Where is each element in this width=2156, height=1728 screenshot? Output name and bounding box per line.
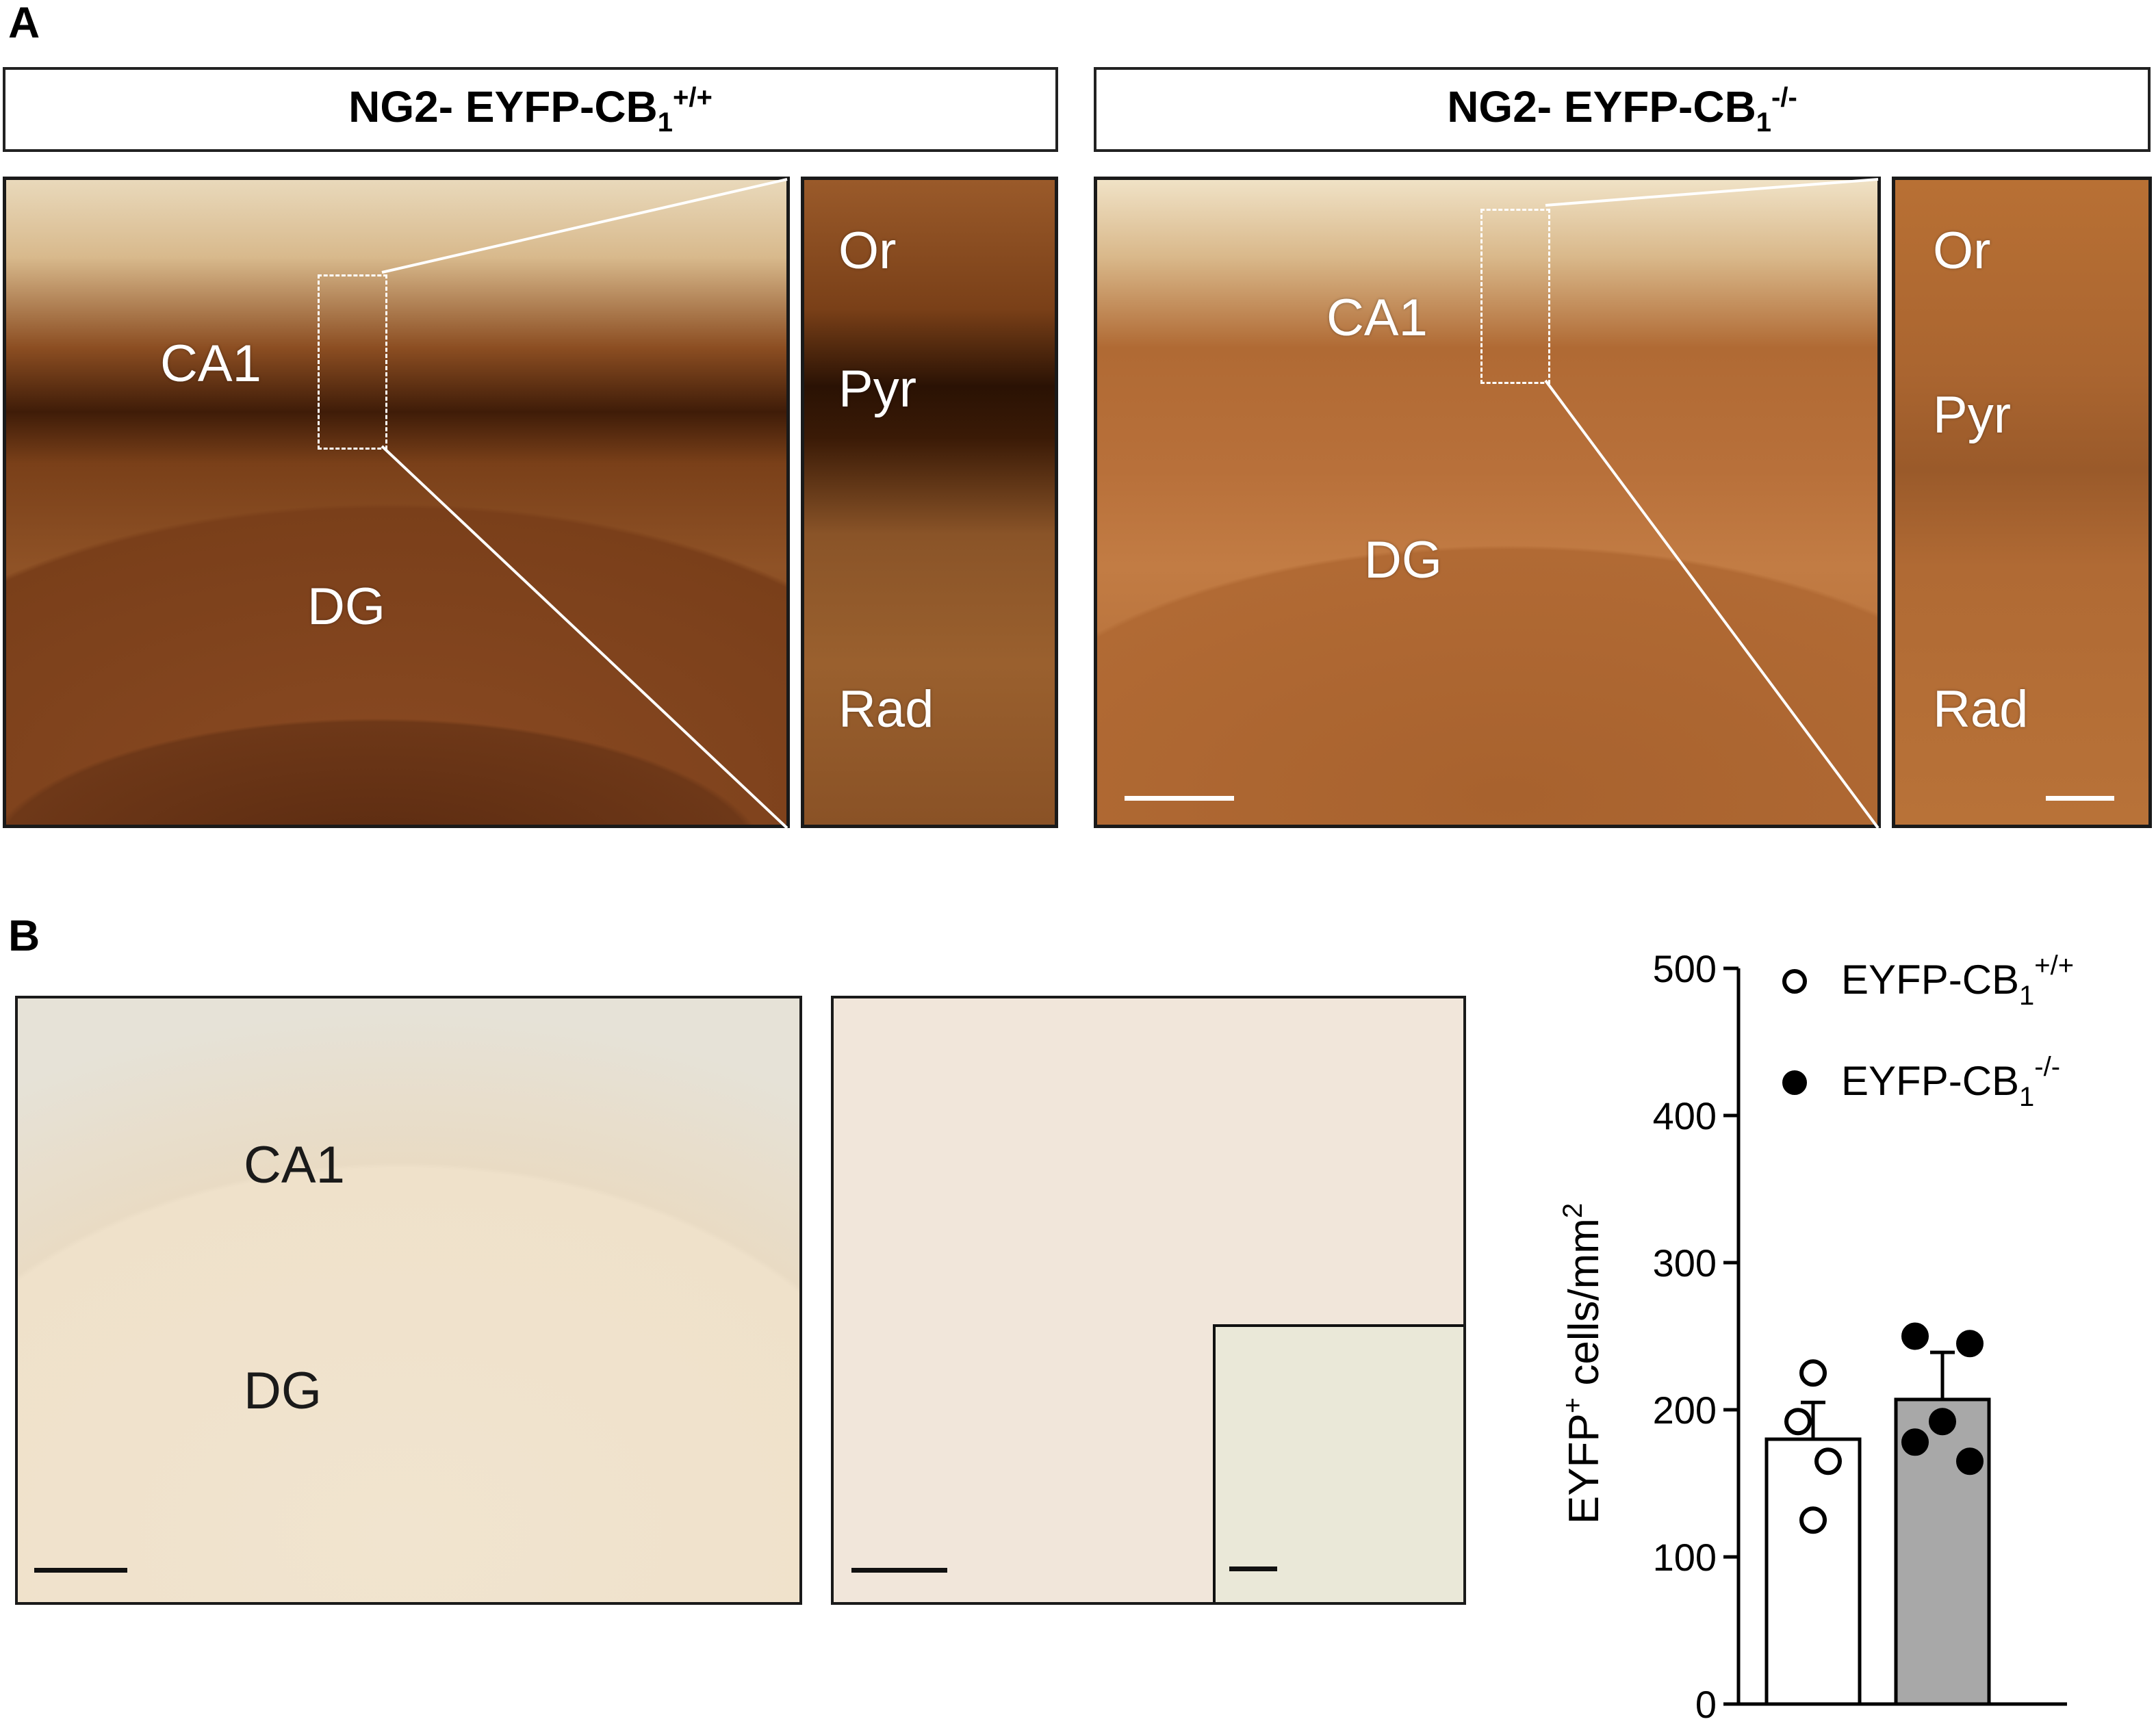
- a-wt-zoom-image: Or Pyr Rad: [801, 177, 1058, 828]
- legend-label: EYFP-CB1+/+: [1841, 951, 2074, 1011]
- data-point: [1784, 1408, 1812, 1436]
- label-ca1: CA1: [160, 335, 261, 393]
- y-tick-label: 0: [1695, 1683, 1717, 1726]
- right-title-text: NG2- EYFP-CB1-/-: [1447, 81, 1797, 138]
- cell-density-chart: 0 100 200 300 400 500 EYFP+ cells/mm2 EYFP-CB1…: [1558, 947, 2074, 1726]
- panel-a-letter: A: [8, 0, 40, 47]
- b-inset-image: [1213, 1324, 1463, 1602]
- data-point: [1929, 1408, 1956, 1436]
- left-title-text: NG2- EYFP-CB1+/+: [348, 81, 713, 138]
- data-point: [1814, 1447, 1842, 1475]
- scale-bar: [1125, 796, 1234, 801]
- y-tick-label: 300: [1653, 1241, 1717, 1285]
- label-rad-ko: Rad: [1933, 680, 2029, 738]
- label-or-ko: Or: [1933, 222, 1991, 280]
- legend-marker: [1782, 1070, 1807, 1095]
- label-or: Or: [838, 222, 897, 280]
- y-tick-label: 400: [1653, 1094, 1717, 1137]
- b-overview-image: CA1 DG: [15, 996, 802, 1605]
- label-dg: DG: [307, 578, 385, 636]
- zoom-lines-left: [381, 178, 788, 829]
- zoom-box-ko: [1480, 209, 1550, 384]
- data-point: [1956, 1330, 1984, 1358]
- legend-marker: [1782, 969, 1807, 994]
- zoom-box: [318, 274, 387, 450]
- y-axis-label: EYFP+ cells/mm2: [1558, 1203, 1608, 1524]
- bar: [1764, 1437, 1862, 1706]
- label-ca1-b: CA1: [244, 1136, 345, 1194]
- y-tick-label: 500: [1653, 947, 1717, 990]
- data-point: [1956, 1447, 1984, 1475]
- a-ko-overview-image: CA1 DG: [1094, 177, 1881, 828]
- a-wt-overview-image: CA1 DG: [3, 177, 790, 828]
- label-pyr-ko: Pyr: [1933, 386, 2011, 444]
- b-detail-image: [831, 996, 1466, 1605]
- label-ca1-ko: CA1: [1326, 289, 1428, 347]
- label-rad: Rad: [838, 680, 934, 738]
- zoom-lines-right: [1544, 178, 1879, 829]
- scale-bar-b: [34, 1568, 127, 1573]
- panel-a-left-title: NG2- EYFP-CB1+/+: [3, 67, 1058, 152]
- legend-label: EYFP-CB1-/-: [1841, 1052, 2060, 1112]
- data-point: [1901, 1322, 1929, 1350]
- scale-bar-inset: [1229, 1566, 1277, 1571]
- a-ko-zoom-image: Or Pyr Rad: [1892, 177, 2152, 828]
- label-dg-ko: DG: [1364, 531, 1442, 589]
- data-point: [1799, 1506, 1827, 1534]
- data-point: [1799, 1359, 1827, 1387]
- scale-bar-zoom: [2046, 796, 2114, 801]
- panel-a-right-title: NG2- EYFP-CB1-/-: [1094, 67, 2151, 152]
- label-dg-b: DG: [244, 1362, 322, 1420]
- y-tick-label: 100: [1653, 1536, 1717, 1579]
- label-pyr: Pyr: [838, 360, 916, 418]
- scale-bar-b-detail: [851, 1568, 947, 1573]
- data-point: [1901, 1428, 1929, 1456]
- panel-b-letter: B: [8, 911, 40, 960]
- y-tick-label: 200: [1653, 1389, 1717, 1432]
